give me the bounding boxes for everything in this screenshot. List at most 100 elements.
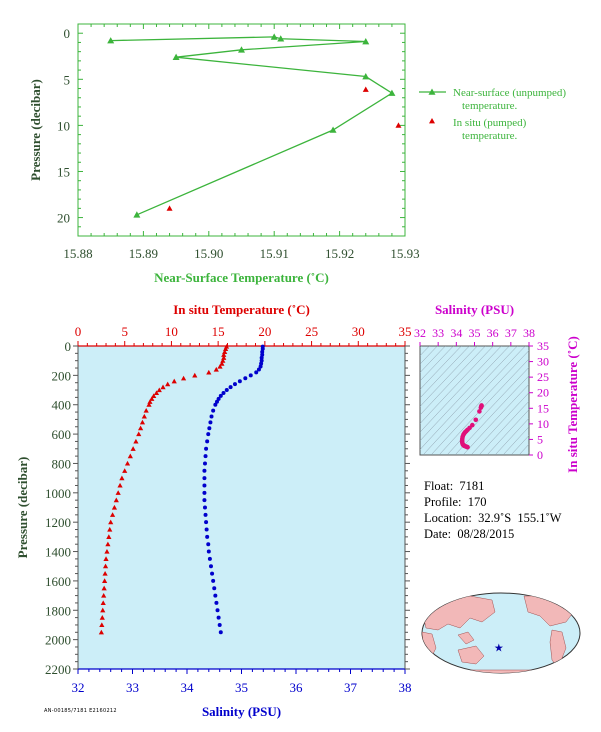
salinity-point (204, 520, 209, 525)
salinity-tick-label: 34 (181, 680, 195, 695)
near-surface-frame (77, 23, 406, 237)
map-land (457, 645, 485, 665)
salinity-point (209, 414, 214, 419)
y-axis-label: Pressure (decibar) (28, 79, 43, 181)
y-tick-label: 5 (64, 72, 71, 87)
temperature-point (217, 363, 223, 369)
temperature-point (171, 378, 177, 384)
density-contour (494, 417, 529, 455)
salinity-point (217, 622, 222, 627)
temperature-point (137, 425, 144, 431)
salinity-point (204, 527, 209, 532)
unpumped-point (362, 73, 370, 80)
temperature-point (101, 585, 107, 591)
temperature-point (156, 387, 162, 393)
temperature-point (222, 349, 228, 354)
world-map: ★ (421, 592, 581, 674)
legend-pumped-marker (429, 118, 435, 124)
profile-background (78, 346, 405, 669)
map-land (457, 631, 475, 645)
ts-point (477, 409, 482, 414)
ts-y-tick-label: 20 (537, 386, 549, 400)
salinity-tick-label: 37 (344, 680, 358, 695)
ts-background (419, 345, 530, 456)
ts-y-tick-label: 5 (537, 432, 543, 446)
density-contour (422, 346, 526, 455)
temperature-point (117, 482, 123, 488)
y-tick-label: 0 (64, 26, 71, 41)
unpumped-point (107, 37, 115, 44)
salinity-point (232, 382, 237, 387)
temp-tick-label: 25 (305, 324, 318, 339)
temperature-point (160, 384, 166, 390)
salinity-point (210, 571, 215, 576)
ts-y-tick-label: 25 (537, 370, 549, 384)
density-contour (454, 375, 529, 455)
temperature-point (136, 431, 142, 437)
x-tick-label: 15.93 (390, 246, 419, 261)
ts-x-tick-label: 38 (523, 326, 535, 340)
temperature-point (223, 346, 229, 352)
salinity-point (206, 432, 211, 437)
temperature-point (122, 468, 128, 473)
temperature-point (180, 375, 187, 381)
salinity-point (237, 379, 242, 384)
y-tick-label: 10 (57, 118, 70, 133)
temperature-point (99, 622, 105, 628)
temperature-point (98, 629, 104, 635)
temperature-point (99, 615, 105, 620)
salinity-tick-label: 35 (235, 680, 248, 695)
density-contour (502, 426, 529, 455)
temperature-point (105, 541, 111, 547)
salinity-point (202, 505, 207, 510)
density-contour (420, 346, 478, 407)
unpumped-point (270, 33, 278, 40)
temperature-point (143, 408, 149, 413)
ts-x-tick-label: 34 (450, 326, 462, 340)
temperature-point (153, 390, 160, 396)
pressure-tick-label: 1000 (45, 486, 71, 501)
salinity-point (208, 564, 213, 569)
density-contour (420, 346, 518, 450)
pressure-tick-label: 1800 (45, 603, 71, 618)
salinity-point (224, 388, 229, 393)
temp-axis-label: In situ Temperature (˚C) (173, 302, 310, 317)
legend-unpumped-label: Near-surface (unpumped) (453, 87, 566, 99)
legend-unpumped-label2: temperature. (462, 100, 518, 112)
pressure-tick-label: 1600 (45, 574, 71, 589)
y-tick-label: 20 (57, 211, 70, 226)
salinity-point (207, 426, 212, 431)
temperature-point (115, 490, 121, 495)
temperature-point (133, 438, 139, 444)
pressure-tick-label: 1400 (45, 545, 71, 560)
temperature-point (127, 453, 133, 459)
salinity-tick-label: 38 (399, 680, 412, 695)
temperature-point (192, 372, 198, 378)
salinity-point (218, 630, 223, 635)
temperature-point (139, 419, 146, 425)
salinity-point (243, 376, 248, 381)
ts-y-tick-label: 30 (537, 355, 549, 369)
temperature-point (221, 352, 227, 357)
ts-x-axis-label: Salinity (PSU) (435, 302, 514, 317)
ts-point (465, 444, 470, 450)
date: Date: 08/28/2015 (424, 527, 515, 541)
salinity-point (214, 399, 219, 404)
temp-tick-label: 5 (121, 324, 128, 339)
salinity-point (213, 593, 218, 598)
temp-tick-label: 20 (258, 324, 271, 339)
temperature-point (103, 556, 109, 561)
ts-x-tick-label: 35 (469, 326, 481, 340)
float-info: Float: 7181 Profile: 170 Location: 32.9˚… (424, 478, 561, 542)
ts-point (478, 405, 484, 410)
temp-tick-label: 30 (352, 324, 365, 339)
temperature-point (147, 399, 153, 404)
salinity-point (205, 439, 210, 444)
x-tick-label: 15.92 (325, 246, 354, 261)
salinity-point (208, 420, 213, 425)
pressure-tick-label: 0 (65, 339, 72, 354)
near-surface-legend: Near-surface (unpumped)temperature.In si… (419, 87, 566, 142)
temperature-point (106, 534, 112, 539)
temperature-point (109, 512, 116, 517)
temp-tick-label: 15 (212, 324, 225, 339)
